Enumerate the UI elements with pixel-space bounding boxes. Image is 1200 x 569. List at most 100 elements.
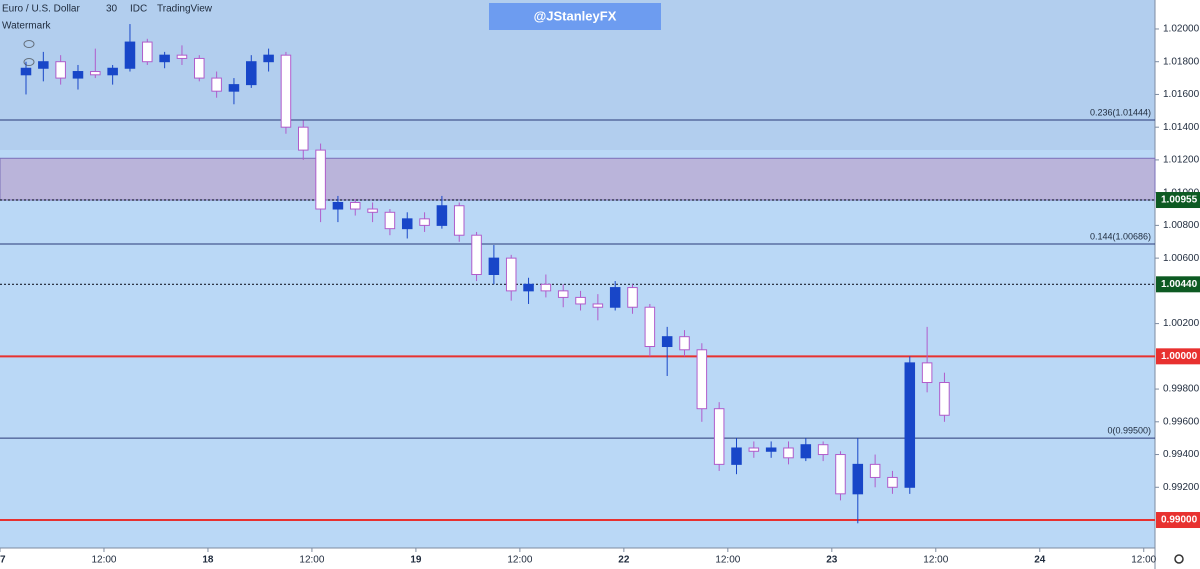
candle-body — [436, 205, 448, 226]
candle-body — [679, 336, 690, 351]
candle-body — [55, 61, 66, 79]
y-tick-label: 1.00800 — [1163, 220, 1200, 231]
candle-body — [401, 218, 413, 230]
price-tag-label: 1.00000 — [1161, 351, 1198, 362]
candle-body — [748, 447, 760, 452]
candle-body — [211, 77, 222, 92]
price-tag — [1156, 192, 1200, 209]
candle-body — [557, 290, 569, 298]
candle-body — [765, 447, 777, 452]
candle-body — [488, 257, 500, 275]
candle-body — [505, 257, 517, 292]
y-tick-label: 1.01200 — [1163, 155, 1200, 166]
interval: 30 — [106, 4, 118, 15]
candle-body — [852, 463, 864, 495]
y-tick-label: 1.00200 — [1163, 318, 1200, 329]
candle-body — [38, 61, 49, 69]
x-tick-label: 7 — [0, 555, 6, 566]
price-tag — [1156, 348, 1200, 365]
y-tick-label: 1.01800 — [1163, 56, 1200, 67]
plot-background — [0, 0, 1155, 548]
candle-body — [523, 283, 534, 292]
candle-body — [713, 408, 725, 465]
y-tick-label: 1.02000 — [1163, 24, 1200, 35]
candle-body — [609, 287, 621, 308]
y-tick-label: 1.00600 — [1163, 253, 1200, 264]
candle-body — [367, 208, 378, 213]
candle-body — [419, 218, 430, 226]
candle-body — [644, 306, 656, 348]
y-tick-label: 0.99200 — [1163, 482, 1200, 493]
y-tick-label: 0.99600 — [1163, 416, 1200, 427]
brand: TradingView — [157, 4, 213, 15]
candle-body — [107, 67, 118, 76]
zone — [0, 157, 1156, 201]
candle-body — [939, 382, 950, 416]
candle-body — [783, 447, 794, 459]
candle-body — [159, 54, 170, 63]
candle-body — [280, 54, 292, 128]
candle-body — [696, 349, 708, 410]
gear[interactable] — [1174, 554, 1184, 564]
candle-body — [627, 287, 638, 308]
candle-body — [246, 61, 257, 86]
price-tag-label: 0.99000 — [1161, 515, 1198, 526]
indicator-icons — [23, 40, 35, 66]
watermark-box — [489, 3, 661, 30]
candle-body — [731, 447, 742, 465]
y-tick-label: 1.01600 — [1163, 89, 1200, 100]
fib-label: 0.144(1.00686) — [1090, 231, 1151, 241]
eye-icon — [23, 58, 35, 66]
x-tick-label: 12:00 — [299, 555, 324, 566]
candle-body — [72, 71, 84, 79]
x-tick-label: 12:00 — [1131, 555, 1156, 566]
candle-body — [297, 126, 309, 151]
candle-body — [124, 41, 136, 69]
candle-body — [142, 41, 153, 63]
candle-body — [540, 283, 552, 292]
fib-label: 0.236(1.01444) — [1090, 107, 1151, 117]
y-tick-label: 1.01400 — [1163, 122, 1200, 133]
candle-body — [176, 54, 188, 59]
candle-body — [835, 454, 846, 495]
x-tick-label: 23 — [826, 555, 838, 566]
x-tick-label: 12:00 — [923, 555, 948, 566]
watermark: @JStanleyFX — [534, 8, 617, 23]
y-tick-label: 0.99400 — [1163, 449, 1200, 460]
y-tick-label: 0.99800 — [1163, 384, 1200, 395]
x-tick-label: 24 — [1034, 555, 1046, 566]
candle-body — [869, 463, 881, 478]
candle-body — [20, 67, 32, 76]
candle-body — [817, 444, 829, 456]
settings-icon[interactable] — [1174, 554, 1184, 564]
candle-body — [592, 303, 604, 308]
candle-body — [453, 205, 465, 236]
symbol-title: Euro / U.S. Dollar — [2, 4, 80, 15]
price-tag — [1156, 276, 1200, 293]
candle-body — [887, 476, 898, 488]
candle-body — [800, 444, 812, 459]
candle-body — [471, 234, 482, 275]
candle-body — [349, 201, 361, 210]
layers: 0.99200 0.99400 0.99600 0.99800 1.00200 1.006… — [0, 24, 1200, 566]
indicator-label: Watermark — [2, 21, 52, 32]
source: IDC — [130, 4, 147, 15]
fib-label: 0(0.99500) — [1107, 426, 1151, 436]
candle-body — [384, 211, 396, 230]
x-tick-label: 12:00 — [91, 555, 116, 566]
price-tag-label: 1.00955 — [1161, 195, 1198, 206]
candle-body — [263, 54, 274, 63]
candle-body — [315, 149, 326, 210]
candle-body — [904, 362, 916, 488]
candle-body — [194, 57, 205, 79]
x-tick-label: 19 — [410, 555, 422, 566]
candle-body — [921, 362, 933, 384]
price-tag-label: 1.00440 — [1161, 279, 1198, 290]
candle-body — [661, 336, 673, 348]
x-tick-label: 22 — [618, 555, 630, 566]
x-tick-label: 12:00 — [507, 555, 532, 566]
price-tag — [1156, 512, 1200, 529]
x-tick-label: 12:00 — [715, 555, 740, 566]
candle-body — [332, 201, 344, 210]
